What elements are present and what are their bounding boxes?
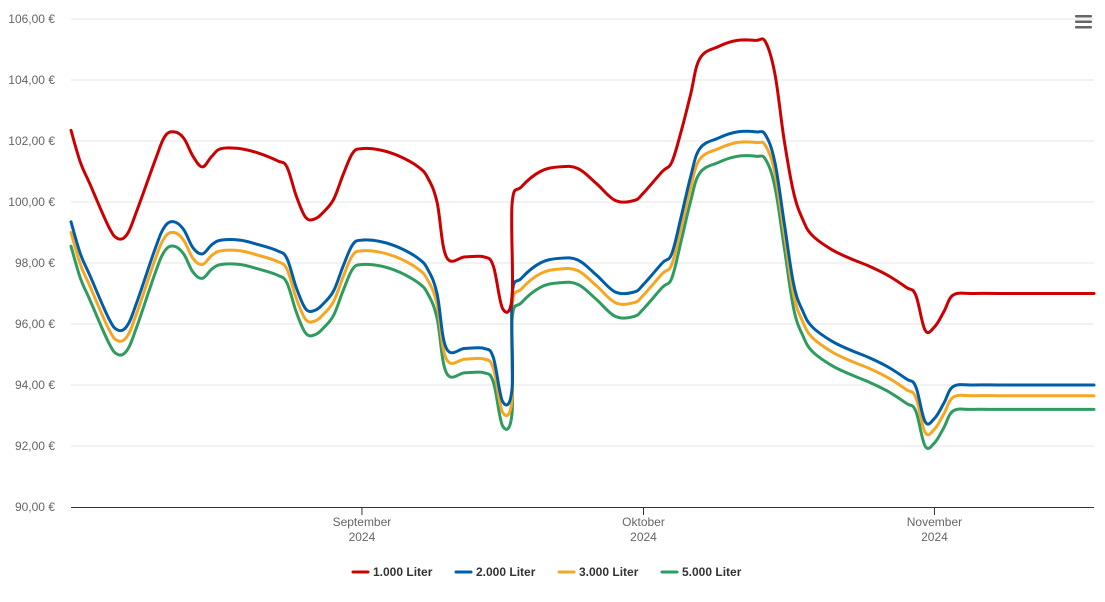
series-lines: [69, 37, 1096, 450]
y-tick-label: 98,00 €: [15, 256, 55, 270]
legend-item[interactable]: 2.000 Liter: [454, 565, 536, 579]
x-tick-label: November: [907, 515, 962, 529]
legend-item[interactable]: 1.000 Liter: [351, 565, 433, 579]
series-line-5000liter[interactable]: [69, 154, 1096, 450]
y-axis-ticks: 90,00 € 92,00 € 94,00 € 96,00 € 98,00 € 100,0…: [8, 12, 55, 514]
menu-icon[interactable]: [1070, 10, 1096, 32]
legend-label: 5.000 Liter: [682, 565, 742, 579]
legend-item[interactable]: 5.000 Liter: [660, 565, 742, 579]
series-line-3000liter[interactable]: [69, 140, 1096, 437]
y-tick-label: 104,00 €: [8, 73, 55, 87]
x-tick-label: 2024: [921, 530, 948, 544]
series-line-1000liter[interactable]: [69, 37, 1096, 335]
legend-label: 3.000 Liter: [579, 565, 639, 579]
legend-label: 1.000 Liter: [373, 565, 433, 579]
y-tick-label: 94,00 €: [15, 378, 55, 392]
y-tick-label: 100,00 €: [8, 195, 55, 209]
x-tick-label: September: [333, 515, 392, 529]
y-tick-label: 92,00 €: [15, 439, 55, 453]
x-tick-label: 2024: [349, 530, 376, 544]
legend: 1.000 Liter 2.000 Liter 3.000 Liter 5.000 L…: [351, 565, 742, 579]
legend-label: 2.000 Liter: [476, 565, 536, 579]
legend-item[interactable]: 3.000 Liter: [557, 565, 639, 579]
x-tick-label: Oktober: [622, 515, 665, 529]
x-tick-label: 2024: [630, 530, 657, 544]
y-tick-label: 96,00 €: [15, 317, 55, 331]
series-line-2000liter[interactable]: [69, 129, 1096, 426]
grid-lines: [71, 18, 1094, 447]
y-tick-label: 106,00 €: [8, 12, 55, 26]
y-tick-label: 102,00 €: [8, 134, 55, 148]
y-tick-label: 90,00 €: [15, 500, 55, 514]
